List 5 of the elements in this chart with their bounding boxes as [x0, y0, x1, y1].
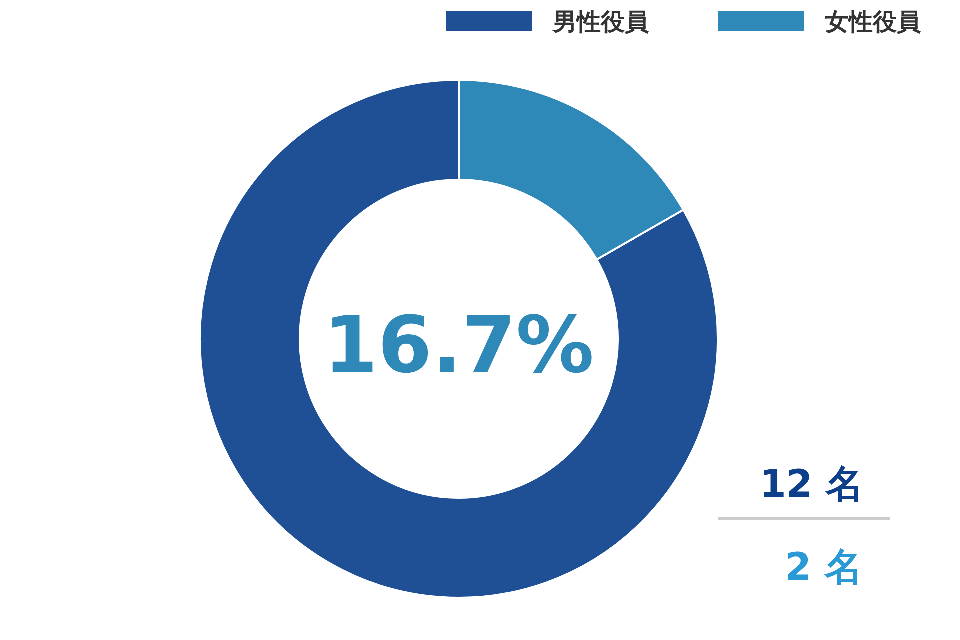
text: 12 名	[760, 462, 864, 506]
legend-label: 女性役員	[824, 8, 921, 36]
text: 2 名	[785, 545, 863, 589]
text: 16.7%	[324, 301, 594, 391]
legend-label: 男性役員	[552, 8, 649, 36]
